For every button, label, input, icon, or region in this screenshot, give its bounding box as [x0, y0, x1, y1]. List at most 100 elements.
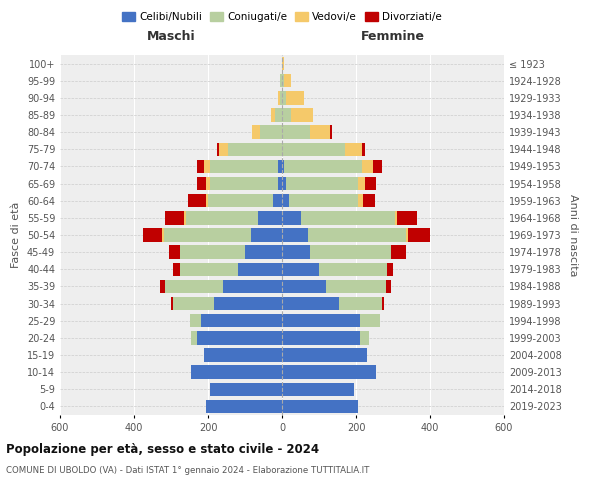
Bar	[284, 74, 291, 88]
Bar	[173, 297, 214, 310]
Bar	[169, 246, 180, 259]
Bar	[251, 228, 282, 241]
Bar	[284, 160, 362, 173]
Bar	[206, 400, 282, 413]
Bar	[291, 108, 313, 122]
Bar	[258, 211, 282, 224]
Bar	[253, 126, 260, 139]
Bar	[188, 194, 206, 207]
Bar	[180, 262, 238, 276]
Bar	[282, 57, 284, 70]
Bar	[364, 194, 374, 207]
Bar	[282, 126, 310, 139]
Bar	[358, 177, 365, 190]
Bar	[282, 280, 326, 293]
Bar	[282, 400, 358, 413]
Bar	[345, 142, 362, 156]
Bar	[360, 314, 380, 328]
Bar	[280, 74, 282, 88]
Bar	[282, 382, 354, 396]
Bar	[275, 108, 282, 122]
Bar	[382, 297, 384, 310]
Bar	[282, 246, 310, 259]
Bar	[365, 177, 376, 190]
Bar	[282, 331, 360, 344]
Bar	[340, 297, 382, 310]
Bar	[362, 142, 365, 156]
Bar	[282, 314, 360, 328]
Y-axis label: Fasce di età: Fasce di età	[11, 202, 21, 268]
Bar	[180, 246, 245, 259]
Bar	[171, 297, 173, 310]
Bar	[282, 91, 286, 104]
Bar	[282, 74, 284, 88]
Bar	[260, 126, 282, 139]
Bar	[271, 108, 275, 122]
Bar	[162, 228, 164, 241]
Bar	[278, 91, 280, 104]
Bar	[200, 314, 282, 328]
Bar	[326, 280, 386, 293]
Bar	[395, 211, 397, 224]
Bar	[204, 160, 210, 173]
Bar	[362, 160, 373, 173]
Bar	[282, 177, 286, 190]
Bar	[282, 297, 340, 310]
Bar	[406, 228, 408, 241]
Bar	[278, 177, 282, 190]
Text: Femmine: Femmine	[361, 30, 425, 43]
Bar	[310, 246, 391, 259]
Bar	[238, 262, 282, 276]
Text: COMUNE DI UBOLDO (VA) - Dati ISTAT 1° gennaio 2024 - Elaborazione TUTTITALIA.IT: COMUNE DI UBOLDO (VA) - Dati ISTAT 1° ge…	[6, 466, 370, 475]
Bar	[245, 246, 282, 259]
Bar	[282, 366, 376, 379]
Bar	[391, 246, 406, 259]
Bar	[191, 331, 197, 344]
Bar	[143, 228, 162, 241]
Bar	[286, 177, 358, 190]
Bar	[206, 177, 210, 190]
Bar	[223, 280, 282, 293]
Bar	[210, 177, 278, 190]
Bar	[164, 228, 251, 241]
Bar	[204, 348, 282, 362]
Bar	[160, 280, 166, 293]
Bar	[282, 108, 291, 122]
Bar	[282, 228, 308, 241]
Bar	[282, 142, 345, 156]
Text: Popolazione per età, sesso e stato civile - 2024: Popolazione per età, sesso e stato civil…	[6, 442, 319, 456]
Legend: Celibi/Nubili, Coniugati/e, Vedovi/e, Divorziati/e: Celibi/Nubili, Coniugati/e, Vedovi/e, Di…	[118, 8, 446, 26]
Text: Maschi: Maschi	[146, 30, 196, 43]
Bar	[214, 297, 282, 310]
Bar	[210, 160, 278, 173]
Bar	[210, 382, 282, 396]
Bar	[219, 142, 229, 156]
Bar	[206, 194, 208, 207]
Bar	[186, 211, 258, 224]
Bar	[173, 262, 180, 276]
Bar	[278, 160, 282, 173]
Bar	[208, 194, 273, 207]
Bar	[386, 280, 391, 293]
Bar	[286, 91, 304, 104]
Bar	[282, 348, 367, 362]
Bar	[310, 126, 330, 139]
Bar	[282, 194, 289, 207]
Bar	[191, 366, 282, 379]
Bar	[282, 262, 319, 276]
Bar	[190, 314, 200, 328]
Bar	[408, 228, 430, 241]
Bar	[280, 91, 282, 104]
Bar	[282, 160, 284, 173]
Bar	[282, 211, 301, 224]
Bar	[308, 228, 406, 241]
Bar	[373, 160, 382, 173]
Bar	[289, 194, 358, 207]
Bar	[319, 262, 388, 276]
Bar	[166, 280, 223, 293]
Bar	[197, 331, 282, 344]
Bar	[166, 211, 184, 224]
Bar	[301, 211, 395, 224]
Bar	[217, 142, 219, 156]
Bar	[184, 211, 186, 224]
